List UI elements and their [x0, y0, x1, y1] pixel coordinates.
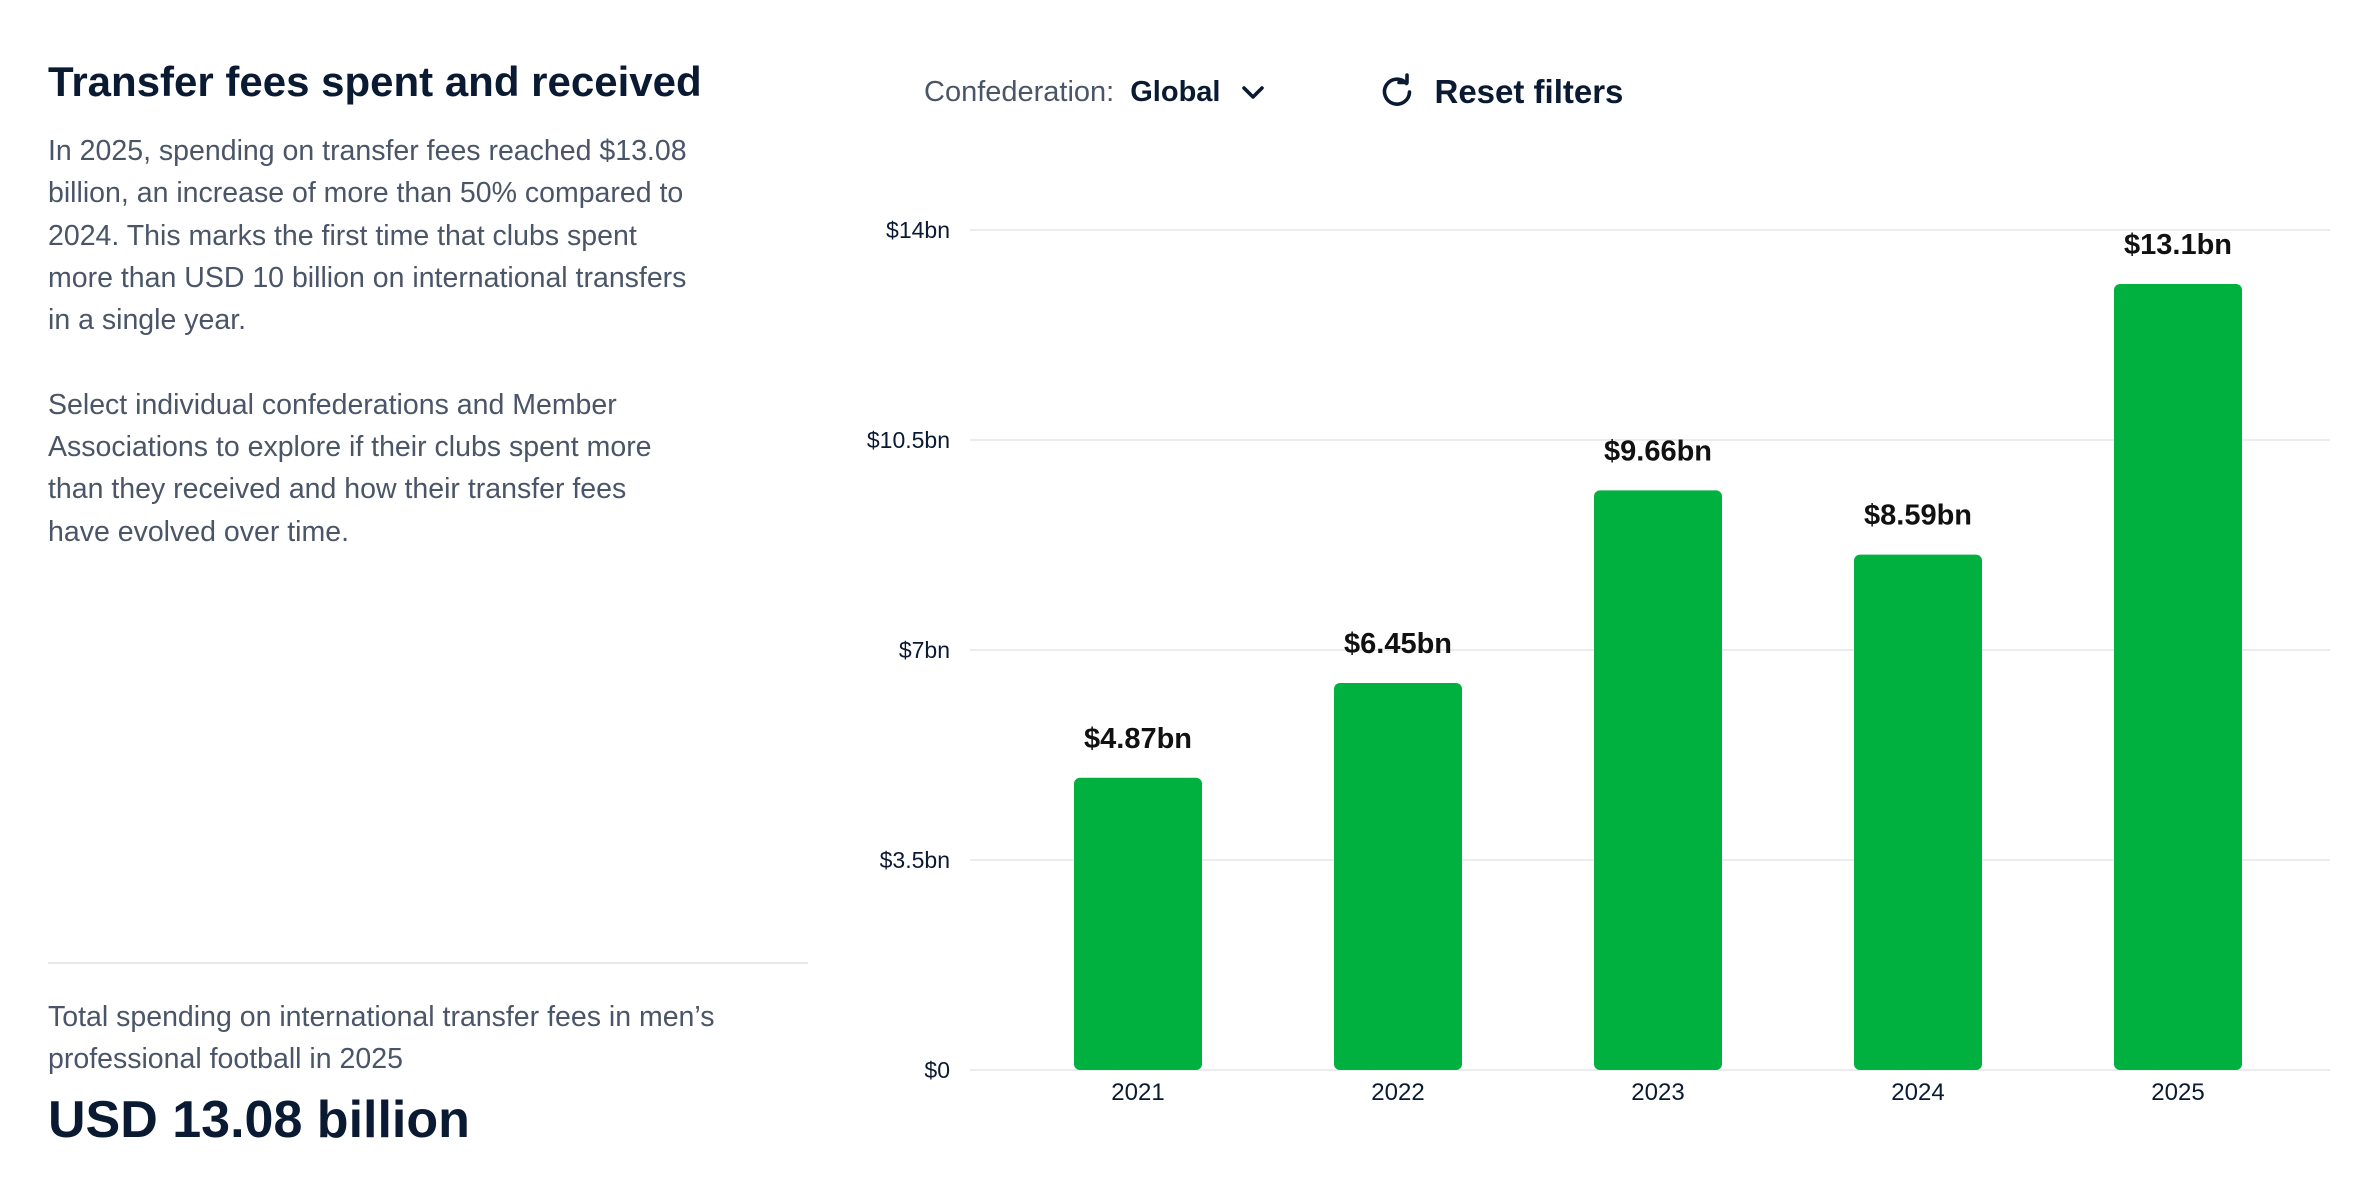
page-title: Transfer fees spent and received — [48, 58, 702, 105]
x-tick-label: 2025 — [2151, 1079, 2204, 1106]
confederation-label: Confederation: — [924, 75, 1115, 108]
chevron-down-icon — [1242, 86, 1265, 99]
summary-panel: Transfer fees spent and received In 2025… — [48, 0, 818, 1200]
refresh-icon — [1383, 73, 1412, 106]
data-label: $4.87bn — [1084, 723, 1192, 755]
reset-filters-button[interactable]: Reset filters — [1378, 73, 1623, 111]
data-label: $8.59bn — [1864, 500, 1972, 532]
x-tick-label: 2022 — [1371, 1079, 1424, 1106]
description: In 2025, spending on transfer fees reach… — [48, 130, 688, 595]
data-label: $13.1bn — [2124, 229, 2232, 261]
divider — [48, 962, 808, 964]
data-label: $6.45bn — [1344, 628, 1452, 660]
filter-bar: Confederation: Global Reset filters — [924, 62, 1623, 122]
transfer-fees-bar-chart: $0 $3.5bn $7bn $10.5bn $14bn $4.87bn 2021 $6.45… — [867, 217, 2330, 1106]
total-spending-label: Total spending on international transfer… — [48, 1001, 715, 1076]
y-tick-label: $0 — [924, 1057, 950, 1083]
x-tick-label: 2023 — [1631, 1079, 1684, 1106]
x-tick-label: 2021 — [1111, 1079, 1164, 1106]
x-tick-label: 2024 — [1891, 1079, 1944, 1106]
reset-filters-label: Reset filters — [1434, 73, 1624, 110]
description-paragraph-1: In 2025, spending on transfer fees reach… — [48, 135, 687, 337]
y-tick-label: $10.5bn — [867, 427, 950, 453]
data-label: $9.66bn — [1604, 435, 1712, 467]
total-spending-value: USD 13.08 billion — [48, 1091, 470, 1149]
bar — [1594, 490, 1722, 1070]
bar — [1074, 777, 1202, 1070]
confederation-dropdown[interactable]: Global — [1130, 76, 1266, 109]
bar — [1854, 554, 1982, 1070]
bar — [2114, 284, 2242, 1070]
description-paragraph-2: Select individual confederations and Mem… — [48, 388, 652, 548]
confederation-value: Global — [1130, 75, 1221, 108]
y-tick-label: $7bn — [899, 637, 950, 663]
bar — [1334, 683, 1462, 1070]
y-tick-label: $3.5bn — [880, 847, 950, 873]
y-tick-label: $14bn — [886, 217, 950, 243]
